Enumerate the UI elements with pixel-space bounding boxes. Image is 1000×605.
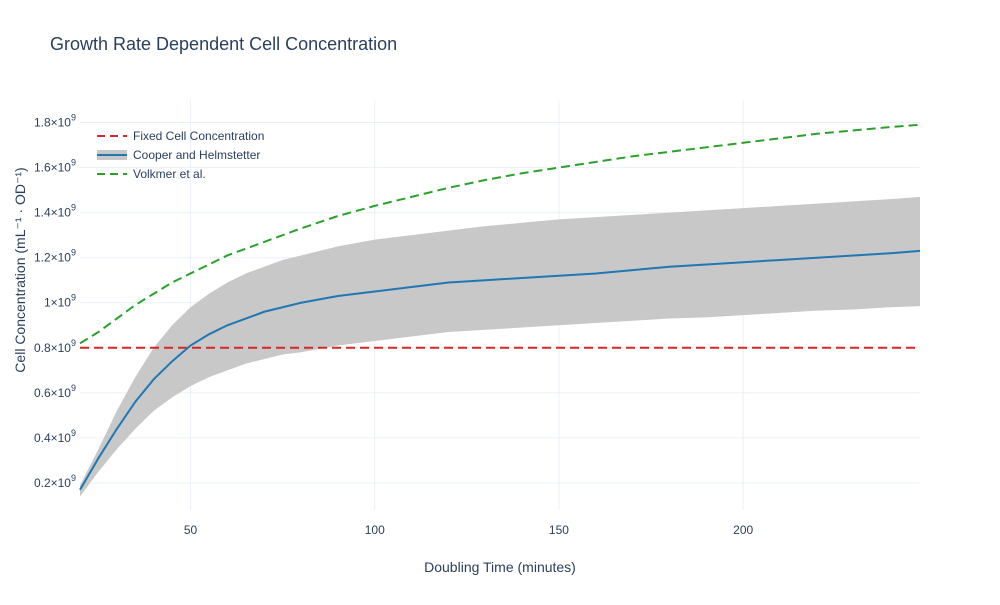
x-axis-title: Doubling Time (minutes) — [424, 559, 576, 575]
volkmer-et-al-line — [79, 123, 921, 345]
y-tick-label: 0.6×109 — [34, 383, 76, 400]
x-tick-label: 50 — [184, 523, 198, 537]
y-tick-label: 0.2×109 — [34, 473, 76, 490]
chart-title: Growth Rate Dependent Cell Concentration — [50, 34, 397, 54]
band-layer — [80, 196, 920, 497]
x-tick-label: 200 — [733, 523, 753, 537]
legend-label: Volkmer et al. — [133, 167, 206, 181]
y-axis-title: Cell Concentration (mL⁻¹ · OD⁻¹) — [12, 167, 28, 372]
legend-item-fixed-cell-concentration[interactable]: Fixed Cell Concentration — [97, 129, 264, 143]
x-tick-label: 100 — [365, 523, 385, 537]
y-tick-label: 0.4×109 — [34, 428, 76, 445]
x-tick-label: 150 — [549, 523, 569, 537]
y-tick-label: 1.4×109 — [34, 203, 76, 220]
legend: Fixed Cell Concentration Cooper and Helms… — [97, 129, 264, 181]
series-layer — [79, 123, 921, 491]
legend-item-volkmer-et-al[interactable]: Volkmer et al. — [97, 167, 206, 181]
y-tick-label: 1×109 — [44, 293, 76, 310]
y-tick-label: 1.8×109 — [34, 113, 76, 130]
y-tick-label: 0.8×109 — [34, 338, 76, 355]
y-tick-label: 1.6×109 — [34, 158, 76, 175]
legend-item-cooper-and-helmstetter[interactable]: Cooper and Helmstetter — [97, 148, 260, 162]
y-tick-layer: 0.2×109 0.4×109 0.6×109 0.8×109 1×109 1.2×109… — [34, 113, 76, 490]
legend-label: Fixed Cell Concentration — [133, 129, 264, 143]
cooper-and-helmstetter-line — [79, 249, 921, 491]
cooper-and-helmstetter-band — [80, 196, 920, 497]
y-tick-label: 1.2×109 — [34, 248, 76, 265]
legend-label: Cooper and Helmstetter — [133, 148, 260, 162]
x-tick-layer: 50 100 150 200 — [184, 523, 754, 537]
